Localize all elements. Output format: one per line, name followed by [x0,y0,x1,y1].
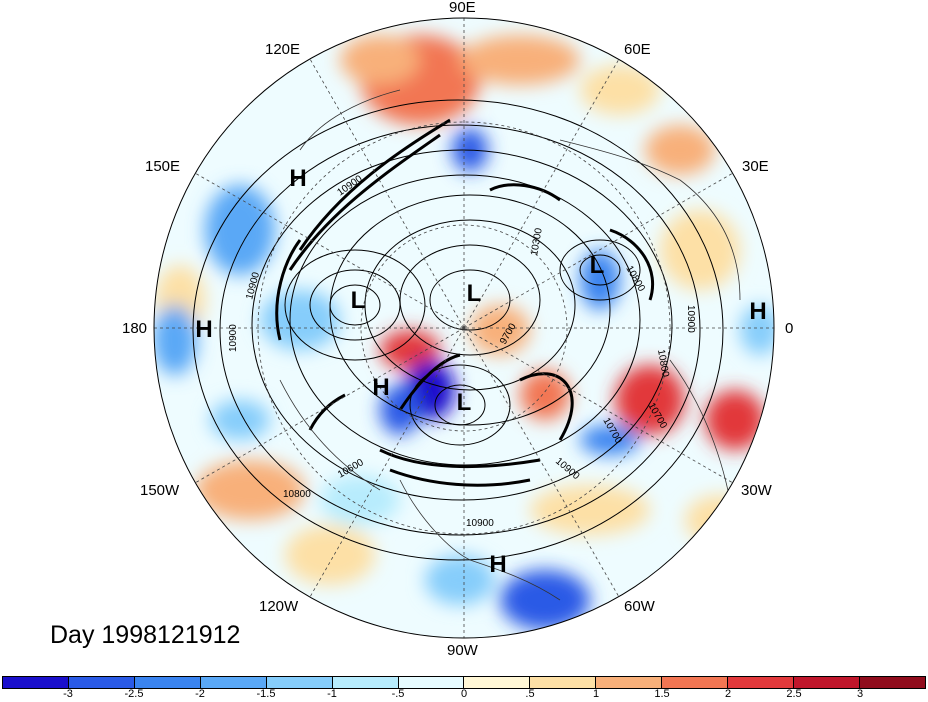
high-pressure-marker: H [372,374,390,401]
contour-label: 10800 [283,489,311,500]
coastlines [279,89,741,601]
high-pressure-marker: H [489,551,507,578]
lon-label-30e: 30E [742,158,769,175]
colorbar-swatch [200,677,267,688]
graticule [154,18,774,638]
colorbar-tick-label: -3 [63,688,73,700]
contour-label: 10900 [228,324,239,352]
colorbar-tick-label: -1.5 [256,688,276,700]
colorbar-swatch [859,677,925,688]
contour-label: 10300 [529,227,545,257]
contour-label: 10800 [655,349,671,379]
lon-label-90e: 90E [449,0,476,16]
low-pressure-marker: L [466,280,482,307]
colorbar-swatch [266,677,333,688]
map-boundary [153,17,775,639]
colorbar-tick-label: 2.5 [786,688,802,700]
low-pressure-marker: L [589,252,605,279]
colorbar-swatch [332,677,399,688]
height-contours [192,99,724,561]
lon-label-150e: 150E [145,158,181,175]
map-title: Day 1998121912 [50,621,241,649]
colorbar [2,676,926,689]
colorbar-swatch [398,677,465,688]
jet-contours [275,118,655,487]
colorbar-tick-label: 3 [856,688,864,700]
contour-label: 10900 [685,305,696,333]
colorbar-tick-label: -1 [327,688,337,700]
high-pressure-marker: H [749,298,767,325]
colorbar-tick-label: 1 [592,688,600,700]
colorbar-tick-label: -2 [195,688,205,700]
lon-label-120w: 120W [259,598,299,615]
lon-label-30w: 30W [741,482,772,499]
colorbar-tick-label: -.5 [391,688,405,700]
colorbar-tick-label: 1.5 [654,688,670,700]
colorbar-tick-label: -2.5 [124,688,144,700]
contour-label: 10900 [466,518,494,529]
colorbar-swatch [662,677,729,688]
colorbar-tick-label: 0 [460,688,468,700]
lon-label-90w: 90W [447,642,478,659]
lon-label-60e: 60E [624,41,651,58]
colorbar-swatch [3,677,69,688]
colorbar-swatch [728,677,795,688]
colorbar-tick-label: .5 [525,688,535,700]
colorbar-swatch [596,677,663,688]
colorbar-swatch [464,677,531,688]
low-pressure-marker: L [456,389,472,416]
colorbar-swatch [68,677,135,688]
lon-label-120e: 120E [265,41,301,58]
high-pressure-marker: H [195,316,213,343]
lon-label-180: 180 [122,320,148,337]
low-pressure-marker: L [350,287,366,314]
lon-label-60w: 60W [624,598,655,615]
colorbar-swatch [134,677,201,688]
colorbar-swatch [794,677,860,688]
colorbar-swatch [530,677,597,688]
high-pressure-marker: H [289,165,307,192]
colorbar-tick-label: 2 [724,688,732,700]
lon-label-0: 0 [785,320,794,337]
lon-label-150w: 150W [140,482,180,499]
